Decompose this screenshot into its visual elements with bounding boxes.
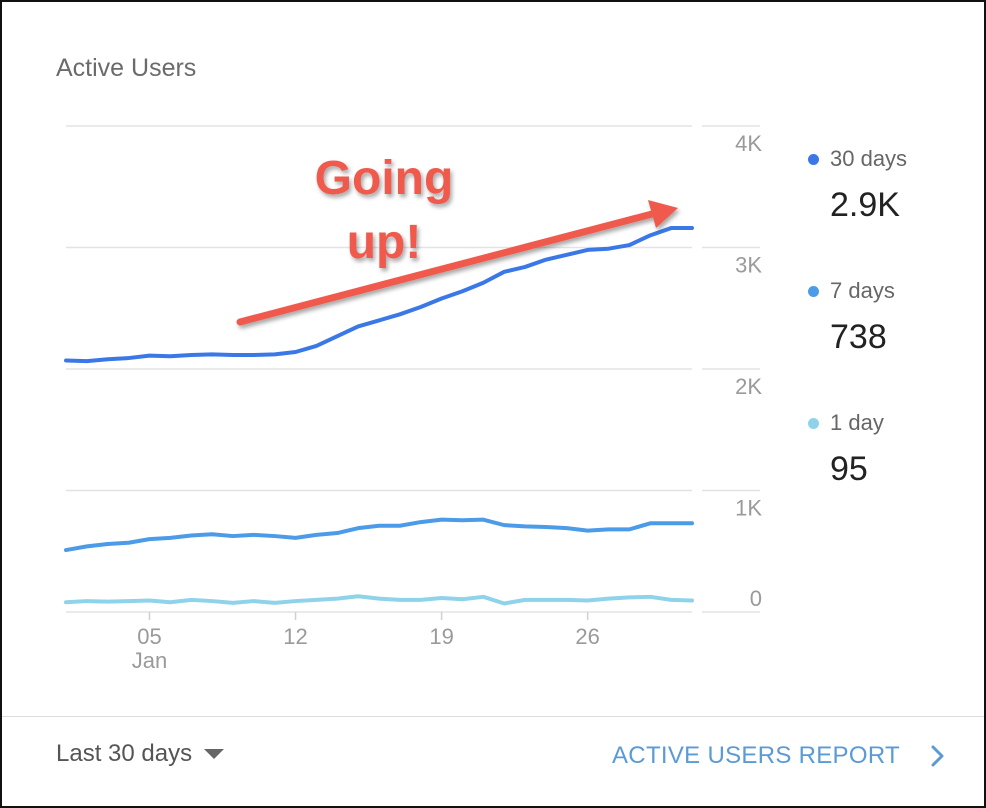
- card-title: Active Users: [56, 54, 197, 82]
- chevron-right-icon: [931, 745, 944, 767]
- annotation-arrow-shaft: [236, 210, 656, 326]
- dropdown-caret-icon: [204, 749, 225, 759]
- line-chart: 0 1K 2K 3K 4K 05 12 19 26 Jan Going up!: [64, 125, 763, 673]
- legend-dot: [808, 417, 819, 429]
- xtick-label: 05: [137, 624, 161, 649]
- legend-item-1-day: 1 day 95: [808, 410, 884, 489]
- legend-item-30-days: 30 days 2.9K: [808, 146, 907, 225]
- series-line-7-days: [64, 517, 694, 553]
- xtick-label: 12: [283, 624, 307, 649]
- date-range-label: Last 30 days: [56, 740, 193, 767]
- series-line-30-days: [64, 226, 694, 364]
- ytick-label: 3K: [735, 253, 762, 278]
- legend-label: 7 days: [830, 278, 895, 303]
- axis-ticks: 0 1K 2K 3K 4K 05 12 19 26 Jan: [132, 131, 763, 673]
- legend-value: 2.9K: [830, 186, 900, 224]
- xtick-month-label: Jan: [132, 648, 167, 673]
- report-link-label: ACTIVE USERS REPORT: [612, 742, 900, 769]
- ytick-label: 4K: [735, 131, 762, 156]
- date-range-dropdown[interactable]: Last 30 days: [56, 740, 225, 768]
- ytick-label: 2K: [735, 374, 762, 399]
- xtick-label: 19: [429, 624, 453, 649]
- annotation-text-line2: up!: [347, 216, 422, 269]
- legend-label: 1 day: [830, 410, 884, 435]
- active-users-report-link[interactable]: ACTIVE USERS REPORT: [612, 742, 946, 770]
- legend-label: 30 days: [830, 146, 908, 171]
- legend-value: 738: [830, 318, 887, 356]
- ytick-label: 0: [750, 586, 762, 611]
- annotation: Going up!: [236, 152, 678, 326]
- legend-dot: [808, 153, 819, 165]
- series-line-1-day: [64, 594, 694, 606]
- annotation-arrow-head: [648, 200, 678, 228]
- annotation-text-line1: Going: [315, 152, 454, 205]
- ytick-label: 1K: [735, 496, 762, 521]
- series-lines: [64, 226, 694, 606]
- xtick-label: 26: [575, 624, 599, 649]
- legend-value: 95: [830, 450, 868, 488]
- legend-dot: [808, 285, 819, 297]
- footer-divider: [2, 716, 984, 717]
- legend-item-7-days: 7 days 738: [808, 278, 895, 357]
